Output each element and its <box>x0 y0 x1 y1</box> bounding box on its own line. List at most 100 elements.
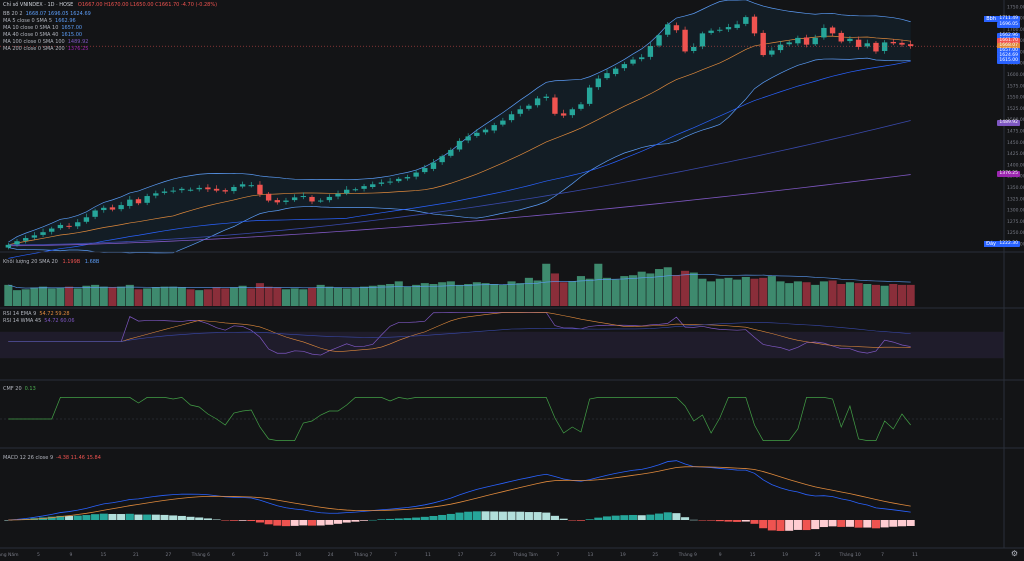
price-tick-label: 1575.00 <box>1007 83 1024 89</box>
legend-ma100[interactable]: MA 100 close 0 SMA 100 1489.92 <box>3 39 89 45</box>
candle <box>812 34 818 47</box>
macd-histogram-bar <box>464 511 473 520</box>
volume-bar <box>906 284 915 306</box>
macd-histogram-bar <box>524 512 533 520</box>
candle <box>439 154 445 165</box>
macd-histogram-bar <box>594 517 603 520</box>
macd-pane[interactable] <box>4 460 915 531</box>
price-label: 1711.49 <box>997 16 1020 22</box>
legend-ma40[interactable]: MA 40 close 0 SMA 40 1615.00 <box>3 32 83 38</box>
macd-histogram-bar <box>828 520 837 527</box>
volume-bar <box>316 284 325 306</box>
time-axis-label: 18 <box>295 552 301 558</box>
volume-bar <box>785 283 794 306</box>
price-label: 1696.05 <box>997 22 1020 28</box>
candle-body <box>75 222 81 227</box>
rsi-pane[interactable] <box>0 312 1004 359</box>
price-tag: Bbh <box>984 16 998 22</box>
macd-histogram-bar <box>559 518 568 520</box>
symbol-title: Chỉ số VNINDEX · 1D · HOSE <box>3 2 74 8</box>
cmf-pane[interactable] <box>0 397 1004 441</box>
volume-bar <box>464 284 473 306</box>
candle-body <box>344 189 350 194</box>
volume-bar <box>637 271 646 306</box>
ma200-line <box>8 174 911 247</box>
macd-histogram-bar <box>325 520 334 525</box>
volume-bar <box>776 281 785 306</box>
legend-ma200[interactable]: MA 200 close 0 SMA 200 1376.25 <box>3 46 89 52</box>
volume-sma-line <box>8 274 911 289</box>
candle <box>560 109 567 118</box>
macd-legend[interactable]: MACD 12 26 close 9 -4.38 11.46 15.84 <box>3 455 101 461</box>
macd-histogram-bar <box>160 514 169 520</box>
price-pane[interactable] <box>0 0 1004 259</box>
volume-pane[interactable] <box>4 263 915 306</box>
legend-ma10[interactable]: MA 10 close 0 SMA 10 1657.00 <box>3 25 83 31</box>
candle-body <box>161 191 168 193</box>
volume-bar <box>611 279 620 306</box>
price-tick-label: 1600.00 <box>1007 72 1024 78</box>
time-axis-label: Tháng 9 <box>678 551 697 558</box>
candle <box>725 23 732 33</box>
volume-bar <box>412 284 421 306</box>
candle-body <box>673 25 680 31</box>
macd-histogram-bar <box>299 520 308 526</box>
gear-icon[interactable]: ⚙ <box>1010 549 1018 558</box>
candle-body <box>213 188 220 191</box>
macd-histogram-bar <box>4 520 13 521</box>
volume-bar <box>472 282 481 306</box>
rsi-legend[interactable]: RSI 14 EMA 9 54.72 59.28 RSI 14 WMA 45 54.… <box>3 311 75 324</box>
volume-bar <box>39 286 48 306</box>
macd-histogram-bar <box>386 518 395 520</box>
macd-histogram-bar <box>733 520 742 522</box>
candle-body <box>569 109 575 116</box>
candle <box>135 197 142 206</box>
price-tick-label: 1350.00 <box>1007 185 1024 191</box>
volume-bar <box>82 285 91 306</box>
candle <box>144 193 150 206</box>
candle-body <box>404 177 411 179</box>
macd-histogram-bar <box>698 520 707 521</box>
macd-line <box>8 460 911 521</box>
volume-legend[interactable]: Khối lượng 20 SMA 20 1.199B 1.68B <box>3 259 100 265</box>
macd-histogram-bar <box>585 519 594 520</box>
candle-body <box>534 98 541 106</box>
macd-histogram-bar <box>177 515 186 520</box>
legend-ma5[interactable]: MA 5 close 0 SMA 5 1662.96 <box>3 18 76 24</box>
candle-body <box>838 32 844 42</box>
candle <box>907 40 914 49</box>
volume-bar <box>871 284 880 306</box>
cmf-legend[interactable]: CMF 20 0.13 <box>3 386 36 392</box>
candle <box>777 41 784 53</box>
candle-body <box>500 120 506 125</box>
macd-histogram-bar <box>151 514 160 520</box>
candle <box>456 138 463 152</box>
macd-histogram-bar <box>221 520 230 521</box>
macd-histogram-bar <box>897 520 907 527</box>
candle <box>127 196 133 209</box>
volume-bar <box>837 284 846 306</box>
candle-body <box>109 207 116 210</box>
candle-body <box>621 64 628 69</box>
volume-bar <box>273 287 282 306</box>
macd-histogram-bar <box>73 515 82 520</box>
candle <box>569 107 575 118</box>
candle <box>335 190 341 200</box>
price-label: 1489.92 <box>997 120 1020 126</box>
volume-bar <box>889 284 898 306</box>
candle-body <box>335 193 341 197</box>
macd-histogram-bar <box>394 518 403 520</box>
time-axis-label: 19 <box>620 552 626 558</box>
macd-histogram-bar <box>65 515 74 520</box>
candle <box>586 84 593 107</box>
candle <box>118 201 124 212</box>
volume-bar <box>741 276 750 306</box>
legend-bb[interactable]: BB 20 2 1668.07 1696.05 1624.69 <box>3 11 91 17</box>
volume-bar <box>646 273 655 306</box>
price-tick-label: 1300.00 <box>1007 208 1024 214</box>
volume-bar <box>325 286 334 306</box>
candle <box>647 42 654 60</box>
volume-bar <box>351 287 360 306</box>
